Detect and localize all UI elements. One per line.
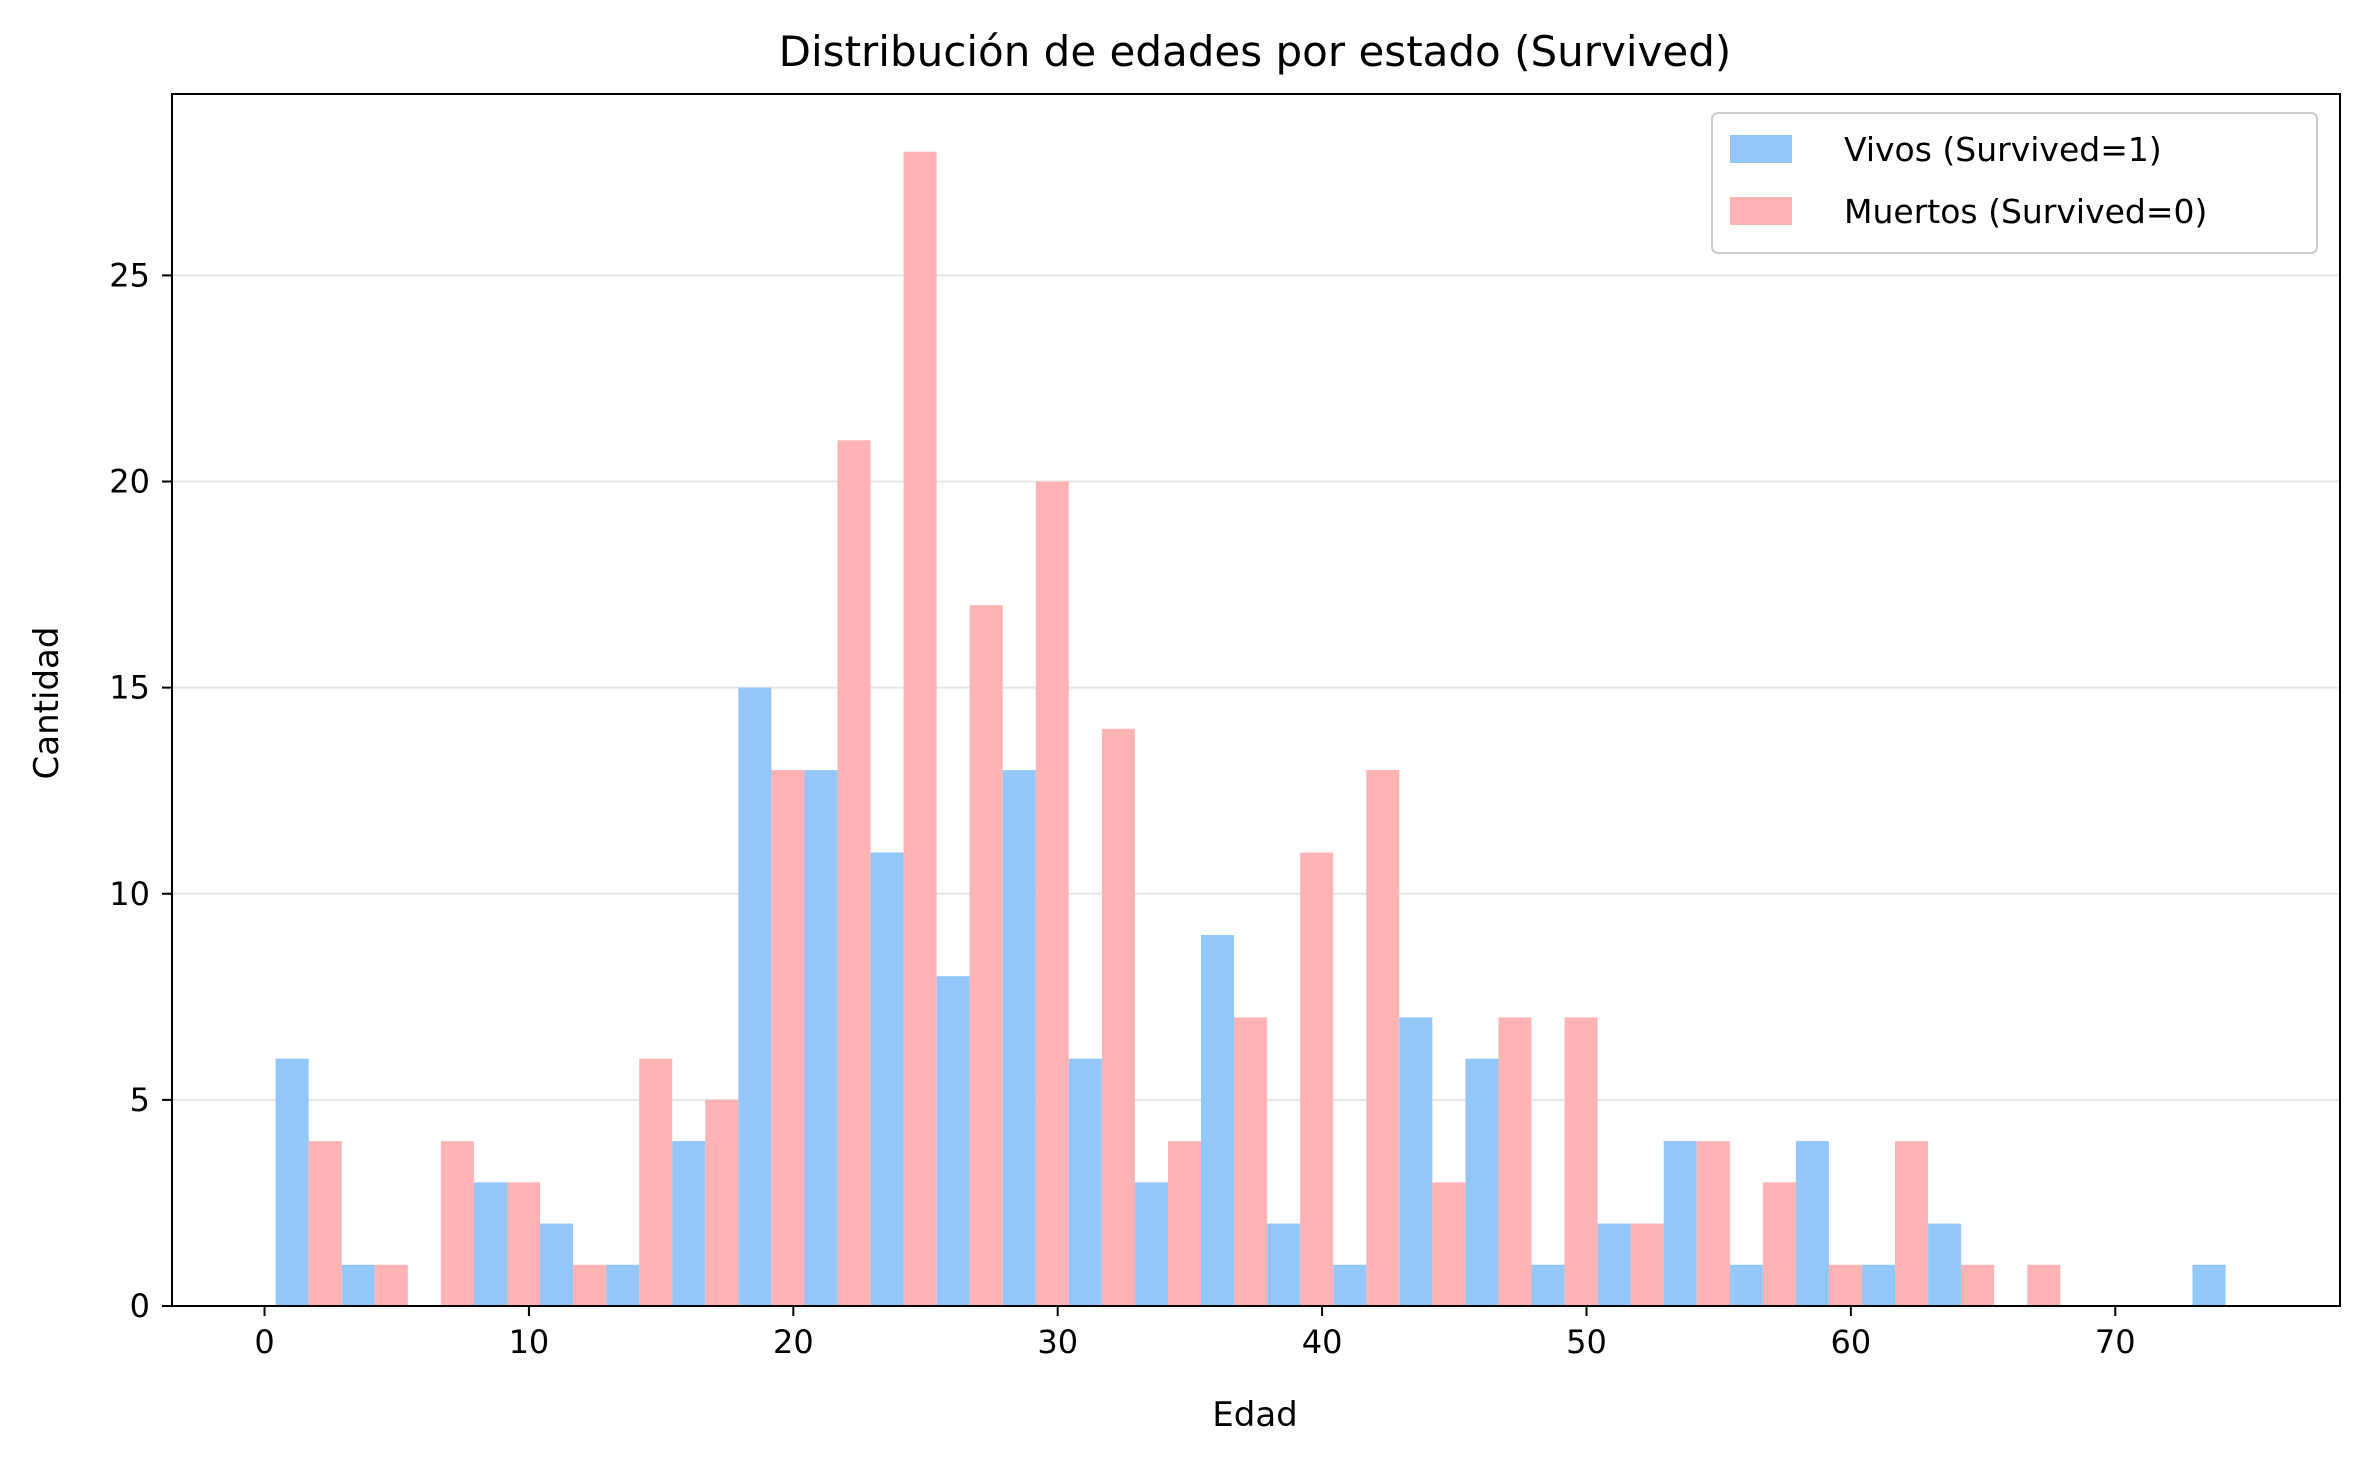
bar-series2-bin-23	[1762, 1182, 1796, 1306]
bar-series2-bin-20	[1564, 1017, 1598, 1306]
bar-series2-bin-21	[1630, 1223, 1664, 1306]
bar-series1-bin-21	[1597, 1223, 1631, 1306]
bar-series1-bin-15	[1201, 934, 1235, 1306]
bar-series1-bin-9	[804, 770, 838, 1306]
bar-series1-bin-4	[473, 1182, 507, 1306]
bar-series1-bin-2	[341, 1264, 375, 1306]
bar-series1-bin-17	[1333, 1264, 1367, 1306]
x-tick-label-50: 50	[1566, 1323, 1607, 1361]
bar-series2-bin-15	[1234, 1017, 1268, 1306]
bar-series1-bin-26	[1928, 1223, 1962, 1306]
bar-series1-bin-19	[1465, 1058, 1499, 1306]
bar-series1-bin-30	[2192, 1264, 2226, 1306]
y-tick-label-0: 0	[130, 1287, 150, 1325]
bar-series2-bin-13	[1101, 728, 1135, 1306]
legend-swatch-2	[1730, 197, 1792, 225]
bar-series2-bin-25	[1895, 1141, 1929, 1306]
bar-series2-bin-6	[639, 1058, 673, 1306]
bar-series1-bin-11	[936, 976, 970, 1306]
bar-series2-bin-24	[1828, 1264, 1862, 1306]
bar-series2-bin-17	[1366, 770, 1400, 1306]
grid-lines	[172, 274, 2340, 1101]
x-tick-label-30: 30	[1037, 1323, 1078, 1361]
y-tick-label-15: 15	[109, 669, 150, 707]
legend-swatch-1	[1730, 135, 1792, 163]
bar-series2-bin-8	[771, 770, 805, 1306]
x-tick-label-40: 40	[1302, 1323, 1343, 1361]
legend-label-2: Muertos (Survived=0)	[1844, 192, 2207, 231]
legend: Vivos (Survived=1) Muertos (Survived=0)	[1711, 112, 2318, 254]
bar-series2-bin-26	[1961, 1264, 1995, 1306]
x-tick-label-20: 20	[773, 1323, 814, 1361]
plot-frame	[171, 93, 2341, 1307]
bar-series1-bin-22	[1663, 1141, 1697, 1306]
y-tick-label-25: 25	[109, 256, 150, 294]
bar-series1-bin-6	[606, 1264, 640, 1306]
bar-series1-bin-20	[1531, 1264, 1565, 1306]
bar-series2-bin-7	[705, 1099, 739, 1306]
bar-series2-bin-9	[837, 440, 871, 1306]
bar-series1-bin-7	[672, 1141, 706, 1306]
x-tick-label-10: 10	[509, 1323, 550, 1361]
y-tick-label-20: 20	[109, 463, 150, 501]
y-axis-label: Cantidad	[27, 627, 67, 780]
chart-title: Distribución de edades por estado (Survi…	[779, 27, 1732, 76]
bar-series1-bin-23	[1729, 1264, 1763, 1306]
bar-series1-bin-25	[1861, 1264, 1896, 1306]
bar-series2-bin-3	[440, 1141, 474, 1306]
bar-series2-bin-5	[573, 1264, 607, 1306]
bar-series1-bin-5	[540, 1223, 574, 1306]
y-tick-label-5: 5	[130, 1081, 150, 1119]
bar-series2-bin-16	[1300, 852, 1334, 1306]
bar-series2-bin-14	[1167, 1141, 1202, 1306]
bar-series1-bin-14	[1134, 1182, 1168, 1306]
x-tick-label-60: 60	[1831, 1323, 1872, 1361]
bar-series1-bin-18	[1399, 1017, 1433, 1306]
legend-box	[1711, 112, 2318, 254]
bar-series1-bin-16	[1267, 1223, 1301, 1306]
bar-series2-bin-12	[1035, 481, 1069, 1306]
bar-series2-bin-22	[1696, 1141, 1730, 1306]
bar-series1-bin-8	[738, 687, 772, 1306]
bar-series2-bin-1	[308, 1141, 342, 1306]
bar-series1-bin-12	[1002, 770, 1036, 1306]
bar-series2-bin-18	[1432, 1182, 1466, 1306]
x-tick-label-0: 0	[254, 1323, 274, 1361]
bar-series2-bin-2	[374, 1264, 408, 1306]
bar-series2-bin-27	[2027, 1264, 2061, 1306]
x-axis-label: Edad	[1212, 1395, 1297, 1435]
bar-series2-bin-4	[506, 1182, 541, 1306]
bar-series2-bin-11	[969, 605, 1003, 1306]
axes	[171, 93, 2341, 1307]
x-tick-label-70: 70	[2095, 1323, 2136, 1361]
y-tick-label-10: 10	[109, 875, 150, 913]
bar-series2-bin-10	[903, 151, 937, 1307]
bars	[275, 151, 2226, 1307]
bar-series1-bin-1	[275, 1058, 309, 1306]
ticks: 0 10 20 30 40 50 60 70 0 5 10 15 20 25	[109, 256, 2135, 1361]
bar-series1-bin-24	[1795, 1141, 1829, 1306]
bar-series2-bin-19	[1498, 1017, 1532, 1306]
legend-label-1: Vivos (Survived=1)	[1844, 130, 2162, 169]
bar-series1-bin-10	[870, 852, 904, 1306]
bar-series1-bin-13	[1068, 1058, 1102, 1306]
